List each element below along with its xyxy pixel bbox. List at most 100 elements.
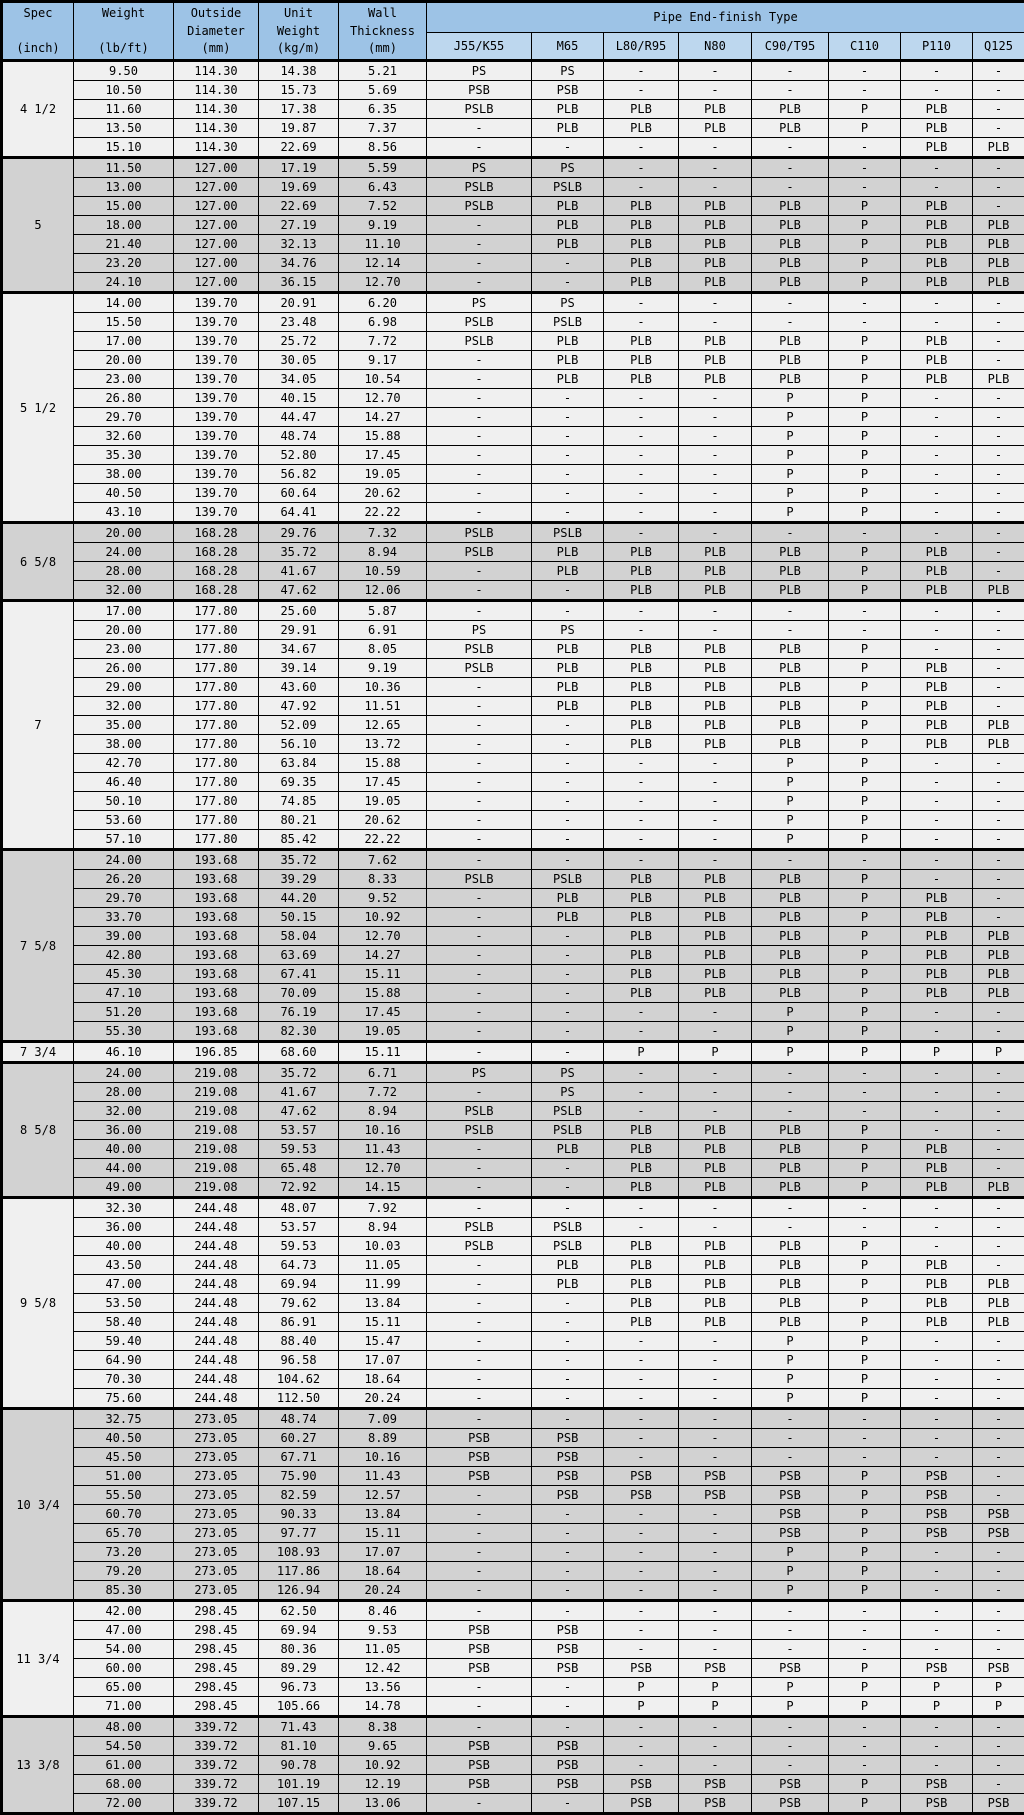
grade-cell-q125: - [973,543,1024,562]
grade-cell-n80: PLB [679,1178,752,1198]
grade-cell-l80-r95: PLB [604,716,679,735]
outside-diameter-cell: 114.30 [174,138,259,158]
grade-cell-n80: - [679,621,752,640]
grade-cell-m65: - [532,1198,604,1218]
grade-cell-j55-k55: - [427,1370,532,1389]
grade-cell-m65: PSB [532,1429,604,1448]
weight-cell: 24.00 [74,850,174,870]
grade-cell-n80: P [679,1678,752,1697]
grade-cell-j55-k55: - [427,850,532,870]
grade-cell-l80-r95: PLB [604,235,679,254]
grade-cell-q125: - [973,562,1024,581]
outside-diameter-cell: 298.45 [174,1601,259,1621]
weight-cell: 20.00 [74,621,174,640]
outside-diameter-cell: 127.00 [174,197,259,216]
outside-diameter-cell: 219.08 [174,1178,259,1198]
grade-cell-m65: PSLB [532,870,604,889]
unit-weight-cell: 63.84 [259,754,339,773]
grade-cell-m65: - [532,830,604,850]
grade-cell-l80-r95: - [604,427,679,446]
weight-cell: 32.00 [74,581,174,601]
weight-cell: 17.00 [74,332,174,351]
outside-diameter-cell: 219.08 [174,1159,259,1178]
grade-cell-p110: - [901,503,973,523]
grade-cell-n80: - [679,427,752,446]
grade-cell-l80-r95: - [604,158,679,178]
grade-cell-j55-k55: - [427,678,532,697]
grade-cell-c90-t95: P [752,811,829,830]
grade-cell-m65: PS [532,1063,604,1083]
grade-cell-c90-t95: P [752,484,829,503]
grade-cell-c90-t95: - [752,1102,829,1121]
grade-cell-c110: P [829,754,901,773]
grade-cell-m65: PLB [532,351,604,370]
grade-cell-l80-r95: - [604,1003,679,1022]
grade-cell-p110: PSB [901,1794,973,1814]
grade-cell-c110: - [829,1601,901,1621]
grade-cell-c110: - [829,178,901,197]
grade-cell-n80: PLB [679,197,752,216]
weight-cell: 47.00 [74,1275,174,1294]
grade-cell-c90-t95: PLB [752,946,829,965]
outside-diameter-cell: 177.80 [174,678,259,697]
grade-cell-m65: PS [532,61,604,81]
grade-cell-m65: - [532,503,604,523]
grade-cell-q125: - [973,293,1024,313]
grade-cell-l80-r95: - [604,1601,679,1621]
grade-cell-c90-t95: P [752,408,829,427]
weight-cell: 44.00 [74,1159,174,1178]
grade-cell-c90-t95: PLB [752,370,829,389]
grade-cell-l80-r95: - [604,1581,679,1601]
grade-cell-c90-t95: P [752,446,829,465]
grade-cell-l80-r95: PLB [604,197,679,216]
grade-cell-p110: PLB [901,889,973,908]
grade-cell-q125: PSB [973,1794,1024,1814]
grade-cell-l80-r95: - [604,811,679,830]
outside-diameter-cell: 298.45 [174,1659,259,1678]
grade-cell-l80-r95: PLB [604,370,679,389]
outside-diameter-cell: 244.48 [174,1218,259,1237]
outside-diameter-cell: 193.68 [174,946,259,965]
grade-cell-q125: - [973,465,1024,484]
outside-diameter-cell: 177.80 [174,830,259,850]
weight-cell: 43.10 [74,503,174,523]
grade-cell-n80: - [679,792,752,811]
grade-cell-j55-k55: PSLB [427,1237,532,1256]
grade-cell-j55-k55: - [427,1486,532,1505]
wall-thickness-cell: 8.05 [339,640,427,659]
grade-cell-c110: P [829,408,901,427]
outside-diameter-cell: 273.05 [174,1486,259,1505]
grade-cell-j55-k55: - [427,138,532,158]
grade-cell-j55-k55: PS [427,293,532,313]
grade-cell-n80: - [679,178,752,197]
unit-weight-cell: 56.10 [259,735,339,754]
grade-cell-c110: - [829,1737,901,1756]
col-header-unit-weight: Unit Weight (kg/m) [259,2,339,61]
grade-cell-q125: - [973,1409,1024,1429]
outside-diameter-cell: 244.48 [174,1313,259,1332]
grade-cell-m65: - [532,965,604,984]
grade-cell-j55-k55: - [427,792,532,811]
unit-weight-cell: 25.72 [259,332,339,351]
grade-cell-n80: - [679,1003,752,1022]
grade-cell-j55-k55: PS [427,621,532,640]
grade-cell-j55-k55: - [427,1003,532,1022]
grade-cell-q125: - [973,1332,1024,1351]
grade-cell-l80-r95: - [604,1448,679,1467]
grade-cell-n80: - [679,61,752,81]
outside-diameter-cell: 273.05 [174,1505,259,1524]
wall-thickness-cell: 15.11 [339,1313,427,1332]
unit-weight-cell: 59.53 [259,1140,339,1159]
grade-cell-c90-t95: P [752,389,829,408]
grade-cell-c90-t95: PLB [752,1237,829,1256]
spec-cell: 7 3/4 [2,1042,74,1063]
grade-cell-c110: - [829,1063,901,1083]
unit-weight-cell: 80.36 [259,1640,339,1659]
grade-cell-m65: PLB [532,562,604,581]
